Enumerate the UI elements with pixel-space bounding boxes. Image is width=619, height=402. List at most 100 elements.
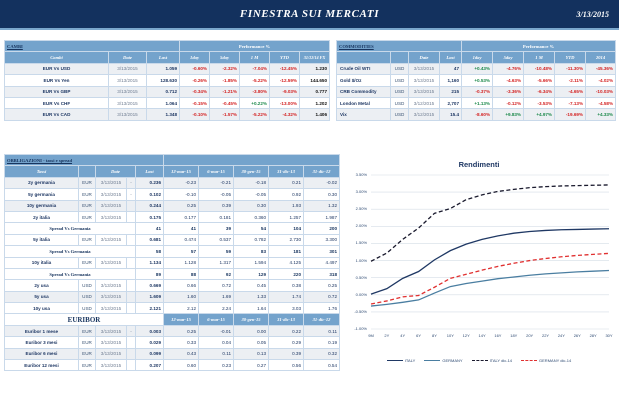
- table-row[interactable]: 5y italia EUR 3/13/2015 0.681 0.474 0.537 0.78…: [4, 233, 341, 247]
- bonds-header-spacer: [163, 153, 341, 167]
- chart-legend: ITALY GERMANY ITALY dic-14 GERMANY dic-14: [343, 358, 615, 363]
- commodities-row-ytd: -11.30%: [554, 62, 587, 76]
- legend-item[interactable]: ITALY: [386, 358, 415, 363]
- table-row[interactable]: EUR Vs Yen 3/13/2015 128.630 -0.26% -1.85% -5…: [4, 74, 331, 87]
- bond-row-ccy: EUR: [78, 176, 96, 190]
- commodities-row-name: Vix: [336, 108, 391, 121]
- cambi-section-title: CAMBI: [3, 39, 181, 53]
- cambi-col-last: Last: [145, 51, 181, 64]
- euribor-row-c2: 0.23: [198, 359, 235, 372]
- table-row[interactable]: Euribor 12 mesi EUR 3/13/2015 0.207 0.60 0.23…: [4, 359, 341, 372]
- commodities-row-ytd: -19.69%: [554, 108, 587, 121]
- cambi-row-1day: -0.10%: [179, 108, 211, 121]
- cambi-row-name: EUR Vs GBP: [4, 85, 109, 98]
- euribor-row-c1: 0.43: [163, 347, 200, 361]
- legend-item[interactable]: GERMANY dic-14: [521, 358, 571, 363]
- bond-row-ccy: EUR: [78, 256, 96, 269]
- spread-label: Spread Vs Germania: [4, 245, 136, 258]
- table-row[interactable]: EUR Vs USD 3/13/2015 1.059 -0.60% -2.32% -7.0…: [4, 62, 331, 76]
- bond-row-c5: 0.30: [303, 188, 341, 201]
- cambi-row-5day: -1.21%: [209, 85, 241, 98]
- euribor-row-name: Euribor 1 mese: [4, 324, 79, 338]
- commodities-row-2014: -4.58%: [585, 96, 617, 110]
- table-row[interactable]: 2y usa USD 3/13/2015 0.669 0.66 0.72 0.45 0.38 0…: [4, 279, 341, 292]
- spread-label: Spread Vs Germania: [4, 267, 136, 281]
- table-row[interactable]: EUR Vs CAD 3/13/2015 1.348 -0.10% -1.57% -5.2…: [4, 108, 331, 121]
- table-row[interactable]: Vix USD 3/12/2015 15.4 -8.60% +9.83% +4.97% -19…: [336, 108, 617, 121]
- spread-row[interactable]: Spread Vs Germania 89 88 92 129 220 318: [4, 267, 341, 281]
- cambi-col-date: Date: [108, 51, 147, 64]
- chart-series-line: [370, 252, 610, 305]
- table-row[interactable]: EUR Vs GBP 3/13/2015 0.712 -0.34% -1.21% -3.8…: [4, 85, 331, 98]
- euribor-row-c3: 0.13: [233, 347, 270, 361]
- table-row[interactable]: London Metal USD 3/12/2015 2,707 +1.13% -0.12…: [336, 96, 617, 110]
- table-row[interactable]: 5y germania EUR 3/13/2015-0.102 -0.10 -0.05-…: [4, 188, 341, 201]
- table-row[interactable]: 10y italia EUR 3/13/2015 1.134 1.128 1.317 1.5…: [4, 256, 341, 269]
- table-row[interactable]: Euribor 6 mesi EUR 3/13/2015 0.099 0.43 0.11 0…: [4, 347, 341, 361]
- table-row[interactable]: Euribor 1 mese EUR 3/13/2015-0.003 0.25 -0.0…: [4, 324, 341, 338]
- table-row[interactable]: 2y germania EUR 3/13/2015-0.236 -0.23 -0.21-…: [4, 176, 341, 190]
- bond-row-c4: 1.74: [268, 290, 305, 304]
- chart-y-tick-label: 0.50%: [355, 274, 367, 280]
- commodities-column-header-row: Date Last 1day 5day 1 M YTD 2014: [336, 51, 617, 64]
- cambi-row-5day: -1.85%: [209, 74, 241, 87]
- bond-row-c2: 0.537: [198, 233, 235, 247]
- cambi-row-date: 3/13/2015: [108, 108, 147, 121]
- chart-y-tick-label: 1.00%: [355, 257, 367, 263]
- cambi-row-1m: +0.22%: [239, 96, 271, 110]
- table-row[interactable]: Euribor 3 mesi EUR 3/13/2015 0.029 0.33 0.04 0…: [4, 336, 341, 349]
- table-row[interactable]: Gold $/Oz USD 3/13/2015 1,160 +0.53% -4.63% -5…: [336, 74, 617, 87]
- bond-row-last: 0.175: [134, 210, 165, 224]
- euribor-col-c1: 12-mar-15: [163, 313, 200, 326]
- bond-row-c1: 1.128: [163, 256, 200, 269]
- table-row[interactable]: CRB Commodity USD 3/13/2015 215 -0.37% -3.36%…: [336, 85, 617, 98]
- table-row[interactable]: EUR Vs CHF 3/13/2015 1.064 -0.15% -0.45% +0.2…: [4, 96, 331, 110]
- bond-row-c1: 1.60: [163, 290, 200, 304]
- euribor-row-c1: 0.25: [163, 324, 200, 338]
- bonds-col-c5: 31-dic-12: [303, 165, 341, 178]
- euribor-row-name: Euribor 12 mesi: [4, 359, 79, 372]
- commodities-row-ccy: USD: [390, 85, 409, 98]
- bond-row-sign: -: [126, 188, 136, 201]
- commodities-row-ytd: -7.13%: [554, 96, 587, 110]
- legend-swatch: [386, 360, 403, 361]
- bond-row-date: 3/13/2015: [95, 256, 127, 269]
- commodities-row-2014: -10.03%: [585, 85, 617, 98]
- cambi-row-1day: -0.15%: [179, 96, 211, 110]
- euribor-row-sign: [126, 336, 136, 349]
- cambi-row-date: 3/13/2015: [108, 85, 147, 98]
- spread-last: 89: [134, 267, 165, 281]
- legend-label: ITALY dic-14: [489, 358, 513, 363]
- bond-row-c3: -0.18: [233, 176, 270, 190]
- commodities-col-ccy: [390, 51, 409, 64]
- bond-row-c4: 1.257: [268, 210, 305, 224]
- bonds-column-header-row: Tassi Date Last 12-mar-15 6-mar-15 30-ge…: [4, 165, 341, 178]
- euribor-row-c2: 0.11: [198, 347, 235, 361]
- bond-row-last: 1.609: [134, 290, 165, 304]
- legend-item[interactable]: GERMANY: [424, 358, 463, 363]
- bond-row-last: 0.236: [134, 176, 165, 190]
- spread-c4: 220: [268, 267, 305, 281]
- bond-row-sign: [126, 290, 136, 304]
- bond-row-date: 3/13/2015: [95, 279, 127, 292]
- cambi-row-5day: -1.57%: [209, 108, 241, 121]
- table-row[interactable]: 10y usa USD 3/13/2015 2.121 2.12 2.24 1.64 3.03…: [4, 302, 341, 315]
- spread-c5: 318: [303, 267, 341, 281]
- table-row[interactable]: 2y italia EUR 3/13/2015 0.175 0.177 0.181 0.36…: [4, 210, 341, 224]
- bond-row-ccy: EUR: [78, 188, 96, 201]
- table-row[interactable]: 5y usa USD 3/13/2015 1.609 1.60 1.69 1.33 1.74 0…: [4, 290, 341, 304]
- euribor-row-c3: 0.05: [233, 336, 270, 349]
- table-row[interactable]: Crude Oil WTI USD 3/13/2015 47 +0.43% -4.76% -…: [336, 62, 617, 76]
- euribor-row-c5: 0.54: [303, 359, 341, 372]
- bond-row-c4: 3.03: [268, 302, 305, 315]
- cambi-row-ytd: -13.00%: [269, 96, 301, 110]
- bond-row-date: 3/13/2015: [95, 199, 127, 212]
- spread-row[interactable]: Spread Vs Germania 41 41 39 54 104 200: [4, 222, 341, 235]
- euribor-row-ccy: EUR: [78, 347, 96, 361]
- spread-c3: 83: [233, 245, 270, 258]
- cambi-performance-title: Performance %: [179, 39, 331, 53]
- spread-row[interactable]: Spread Vs Germania 58 57 59 83 181 301: [4, 245, 341, 258]
- table-row[interactable]: 10y germania EUR 3/13/2015 0.244 0.25 0.39 0.3…: [4, 199, 341, 212]
- cambi-col-ytd: YTD: [269, 51, 301, 64]
- legend-item[interactable]: ITALY dic-14: [471, 358, 513, 363]
